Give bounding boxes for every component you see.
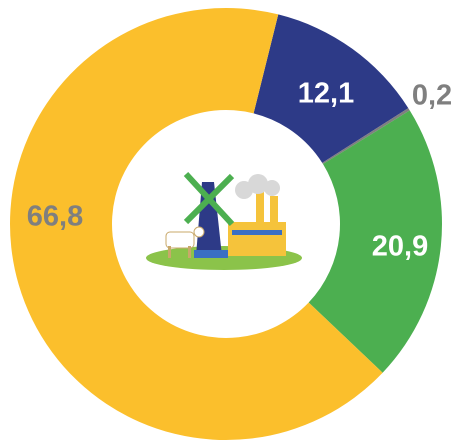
data-label: 20,9 [372, 231, 428, 263]
chart: 12,1 0,2 20,9 66,8 [0, 0, 464, 445]
data-label: 12,1 [298, 78, 354, 110]
data-label: 66,8 [27, 201, 83, 233]
data-label: 0,2 [412, 80, 452, 112]
center-icon [146, 174, 302, 270]
